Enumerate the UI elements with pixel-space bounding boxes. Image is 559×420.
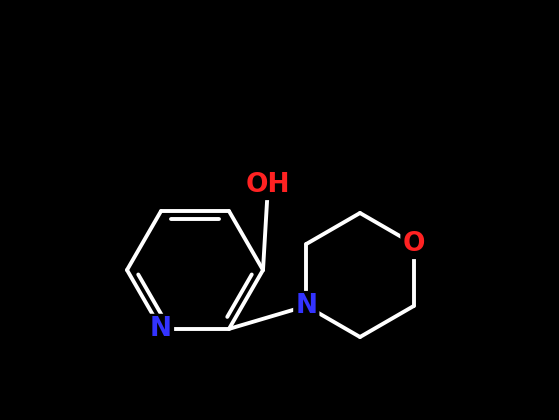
- Text: O: O: [402, 231, 425, 257]
- Text: N: N: [295, 293, 318, 319]
- Text: N: N: [150, 316, 172, 342]
- Text: OH: OH: [246, 172, 290, 198]
